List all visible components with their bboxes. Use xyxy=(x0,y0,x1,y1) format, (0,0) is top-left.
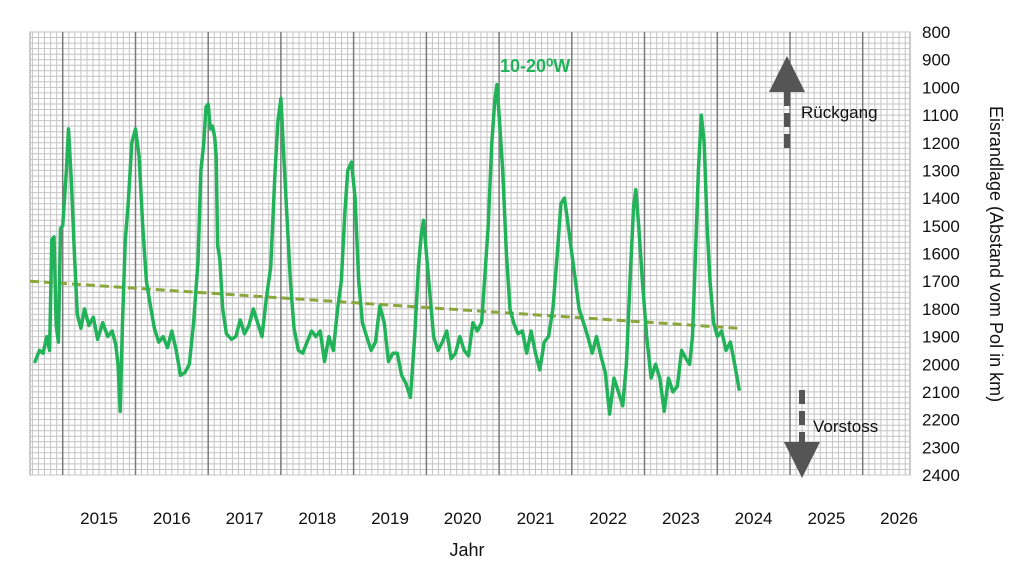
x-tick-label: 2019 xyxy=(371,509,409,528)
x-axis-ticks: 2015 2016 2017 2018 2019 2020 2021 2022 2023 2024… xyxy=(80,509,918,528)
x-tick-label: 2023 xyxy=(662,509,700,528)
y-tick-label: 1600 xyxy=(922,245,960,264)
series-line-10-20w xyxy=(33,82,741,416)
x-tick-label: 2018 xyxy=(298,509,336,528)
y-tick-label: 2000 xyxy=(922,355,960,374)
y-tick-label: 2100 xyxy=(922,383,960,402)
x-tick-label: 2017 xyxy=(226,509,264,528)
y-tick-label: 900 xyxy=(922,51,950,70)
x-axis-title: Jahr xyxy=(449,540,484,560)
x-tick-label: 2020 xyxy=(444,509,482,528)
y-tick-label: 1000 xyxy=(922,78,960,97)
x-tick-label: 2016 xyxy=(153,509,191,528)
advance-label: Vorstoss xyxy=(813,417,878,436)
y-axis-title: Eisrandlage (Abstand vom Pol in km) xyxy=(986,106,1006,402)
y-tick-label: 1900 xyxy=(922,328,960,347)
y-tick-label: 2300 xyxy=(922,438,960,457)
y-tick-label: 1400 xyxy=(922,189,960,208)
y-tick-label: 1500 xyxy=(922,217,960,236)
x-tick-label: 2015 xyxy=(80,509,118,528)
x-tick-label: 2021 xyxy=(517,509,555,528)
y-tick-label: 1200 xyxy=(922,134,960,153)
series-label: 10-20⁰W xyxy=(500,56,570,76)
retreat-label: Rückgang xyxy=(801,103,878,122)
x-tick-label: 2022 xyxy=(589,509,627,528)
x-tick-label: 2025 xyxy=(807,509,845,528)
y-axis-ticks: 800 900 1000 1100 1200 1300 1400 1500 1600 1700 18… xyxy=(922,23,960,485)
y-tick-label: 1300 xyxy=(922,161,960,180)
y-tick-label: 1700 xyxy=(922,272,960,291)
minor-grid xyxy=(30,31,910,476)
y-tick-label: 2400 xyxy=(922,466,960,485)
y-tick-label: 2200 xyxy=(922,411,960,430)
y-tick-label: 800 xyxy=(922,23,950,42)
x-tick-label: 2024 xyxy=(735,509,773,528)
x-tick-label: 2026 xyxy=(880,509,918,528)
y-tick-label: 1800 xyxy=(922,300,960,319)
y-tick-label: 1100 xyxy=(922,106,959,125)
